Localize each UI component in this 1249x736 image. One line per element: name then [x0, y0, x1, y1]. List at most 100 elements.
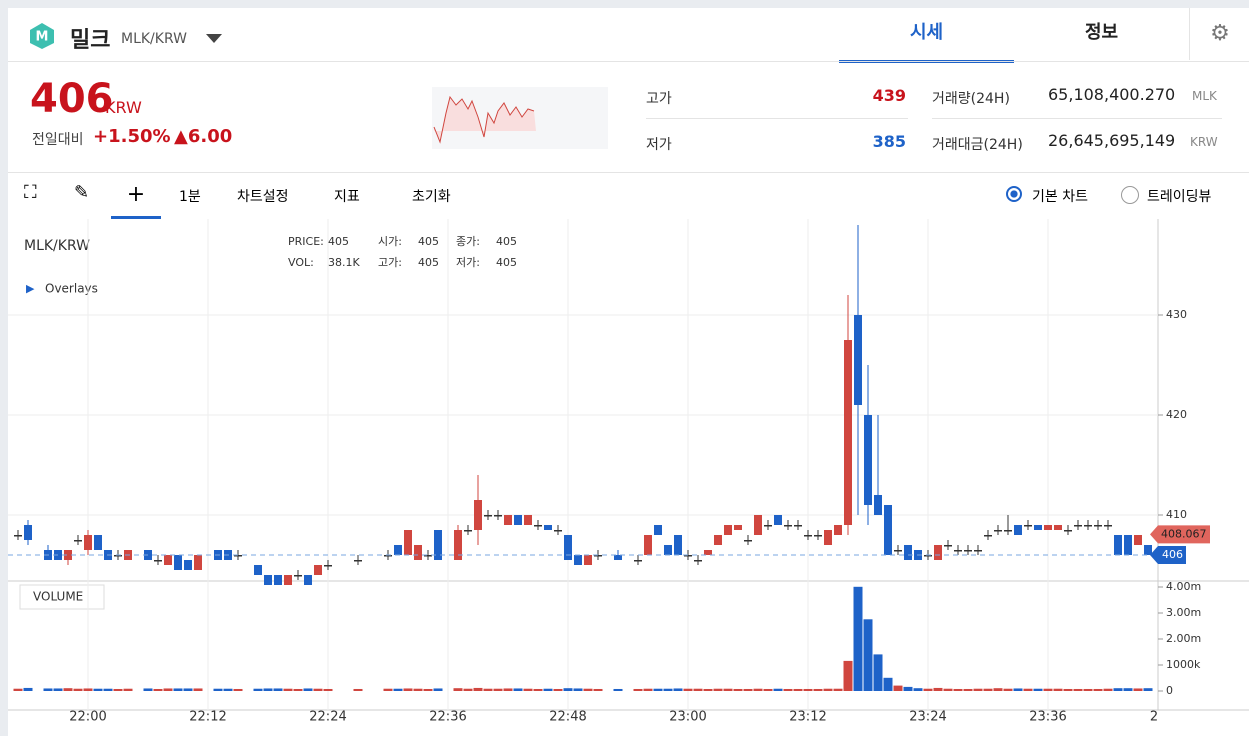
candle-body	[514, 515, 522, 525]
candle-body	[194, 555, 202, 570]
candle-body	[944, 545, 952, 547]
volume-bar	[103, 688, 113, 691]
volume-bar	[1113, 688, 1123, 691]
x-tick-label: 22:48	[549, 710, 586, 725]
candle-body	[794, 525, 802, 527]
volume-bar	[393, 688, 403, 691]
candle-body	[874, 495, 882, 515]
candle-body	[734, 525, 742, 530]
radio[interactable]	[1006, 186, 1022, 202]
crosshair[interactable]: +	[111, 173, 161, 219]
candle-body	[1054, 525, 1062, 530]
overlays[interactable]: Overlays	[45, 282, 98, 296]
candle-body	[894, 550, 902, 552]
volume-bar	[13, 688, 23, 691]
basic-chart[interactable]: 기본 차트	[1032, 189, 1088, 205]
y-tick-label: 1000k	[1166, 658, 1201, 671]
radio[interactable]	[1121, 186, 1139, 204]
volume-bar	[1063, 688, 1073, 691]
y-tick-label: 410	[1166, 508, 1187, 521]
candle-body	[544, 525, 552, 530]
volume-bar	[1073, 688, 1083, 691]
candle-body	[614, 555, 622, 560]
candle-body	[924, 555, 932, 557]
volume-bar	[833, 688, 843, 691]
settings[interactable]: ⚙	[1189, 8, 1249, 60]
last-tag	[1150, 546, 1186, 564]
volume-bar	[1043, 688, 1053, 691]
volume-bar	[723, 688, 733, 691]
volume-bar	[523, 688, 533, 691]
pair: MLK/KRW	[121, 31, 187, 47]
svg-text:M: M	[36, 30, 49, 45]
tab[interactable]: 정보	[1084, 22, 1119, 43]
candle-body	[284, 575, 292, 585]
volume-bar	[1023, 688, 1033, 691]
candle-body	[1134, 535, 1142, 545]
dropdown[interactable]	[206, 34, 222, 44]
volume-bar	[763, 688, 773, 691]
volume-bar	[223, 688, 233, 691]
candle-body	[384, 555, 392, 557]
interval[interactable]: 1분	[179, 189, 201, 205]
legend-value: 38.1K	[328, 256, 360, 269]
stat-label: 거래량(24H)	[932, 91, 1010, 107]
y-tick-label: 2.00m	[1166, 632, 1201, 645]
volume-bar	[693, 688, 703, 691]
draw[interactable]: ✎	[74, 182, 90, 203]
candle-body	[164, 555, 172, 565]
volume-bar	[633, 688, 643, 691]
candle-body	[954, 550, 962, 552]
volume-bar	[513, 688, 523, 691]
candle-body	[814, 535, 822, 537]
candle-body	[974, 550, 982, 552]
volume-box	[19, 584, 105, 610]
tradingview[interactable]: 트레이딩뷰	[1147, 189, 1212, 205]
volume-bar	[183, 688, 193, 691]
volume-bar	[903, 686, 913, 691]
volume-bar	[883, 677, 893, 691]
volume-bar	[1133, 688, 1143, 691]
y-tick-label: 430	[1166, 308, 1187, 321]
volume-bar	[933, 687, 943, 691]
legend-value: 405	[496, 235, 517, 248]
volume-bar	[293, 688, 303, 691]
volume-bar	[383, 688, 393, 691]
volume-bar	[403, 688, 413, 691]
candle-body	[934, 545, 942, 560]
reset[interactable]: 초기화	[412, 189, 451, 205]
candle-body	[154, 560, 162, 562]
candle-body	[824, 530, 832, 545]
ma-tag	[1150, 525, 1210, 544]
candle-body	[324, 565, 332, 567]
coin-icon: M	[30, 23, 54, 49]
candle-body	[424, 555, 432, 557]
y-tick-label: 0	[1166, 684, 1173, 697]
candle-body	[1074, 525, 1082, 527]
chart-settings[interactable]: 차트설정	[237, 189, 289, 205]
tab[interactable]: 시세	[839, 8, 1014, 63]
x-tick-label: 23:36	[1029, 710, 1066, 725]
triangle[interactable]: ▶	[26, 282, 35, 295]
candle-body	[1014, 525, 1022, 535]
legend-label: 시가:	[378, 235, 402, 248]
candle-body	[594, 555, 602, 557]
volume-bar	[1143, 688, 1153, 691]
y-tick-label: 3.00m	[1166, 606, 1201, 619]
legend-value: 405	[418, 256, 439, 269]
sparkline	[432, 87, 608, 149]
volume-bar	[73, 688, 83, 691]
candle-body	[554, 530, 562, 532]
volume-bar	[993, 688, 1003, 691]
candle-body	[564, 535, 572, 560]
candle-body	[1004, 530, 1012, 532]
volume-bar	[1123, 688, 1133, 691]
candle-body	[114, 555, 122, 557]
indicators[interactable]: 지표	[334, 189, 360, 205]
fullscreen[interactable]: ⛶	[24, 182, 37, 203]
stat-value: 439	[872, 86, 906, 105]
chart: MLK/KRW ▶ Overlays VOLUME PRICE: 405 시가: 40…	[8, 219, 1249, 736]
candle-body	[184, 560, 192, 570]
change-abs: ▲6.00	[174, 126, 233, 147]
candle-body	[1024, 525, 1032, 527]
